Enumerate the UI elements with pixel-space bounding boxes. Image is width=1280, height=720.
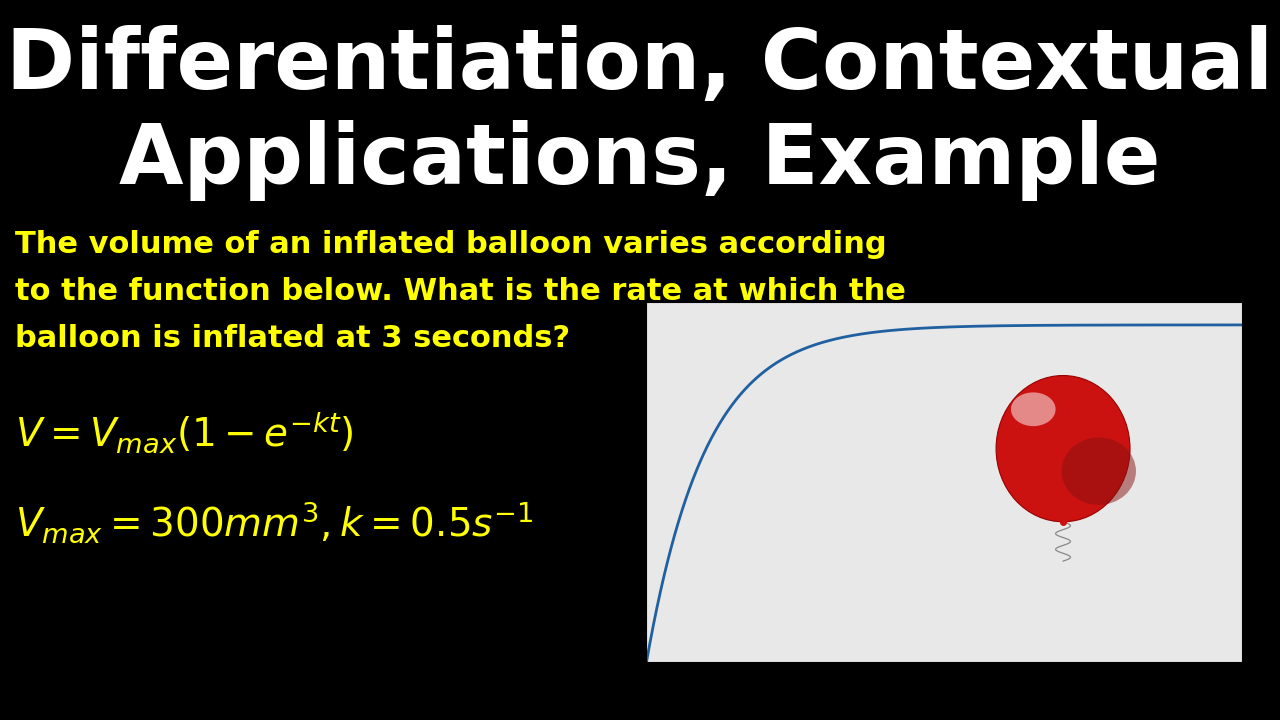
Text: $V_{max} = 300mm^3, k = 0.5s^{-1}$: $V_{max} = 300mm^3, k = 0.5s^{-1}$ bbox=[15, 500, 534, 545]
Ellipse shape bbox=[1061, 438, 1135, 505]
Text: The volume of an inflated balloon varies according: The volume of an inflated balloon varies… bbox=[15, 230, 887, 259]
Y-axis label: V (mm$^3$): V (mm$^3$) bbox=[584, 450, 604, 515]
Ellipse shape bbox=[1011, 392, 1056, 426]
Text: balloon is inflated at 3 seconds?: balloon is inflated at 3 seconds? bbox=[15, 324, 570, 353]
Text: $V = V_{max}\left(1 - e^{-kt}\right)$: $V = V_{max}\left(1 - e^{-kt}\right)$ bbox=[15, 410, 353, 455]
Text: Differentiation, Contextual: Differentiation, Contextual bbox=[6, 25, 1274, 106]
X-axis label: t (s): t (s) bbox=[927, 692, 961, 710]
Text: Applications, Example: Applications, Example bbox=[119, 120, 1161, 201]
Ellipse shape bbox=[996, 376, 1130, 522]
Text: to the function below. What is the rate at which the: to the function below. What is the rate … bbox=[15, 277, 906, 306]
